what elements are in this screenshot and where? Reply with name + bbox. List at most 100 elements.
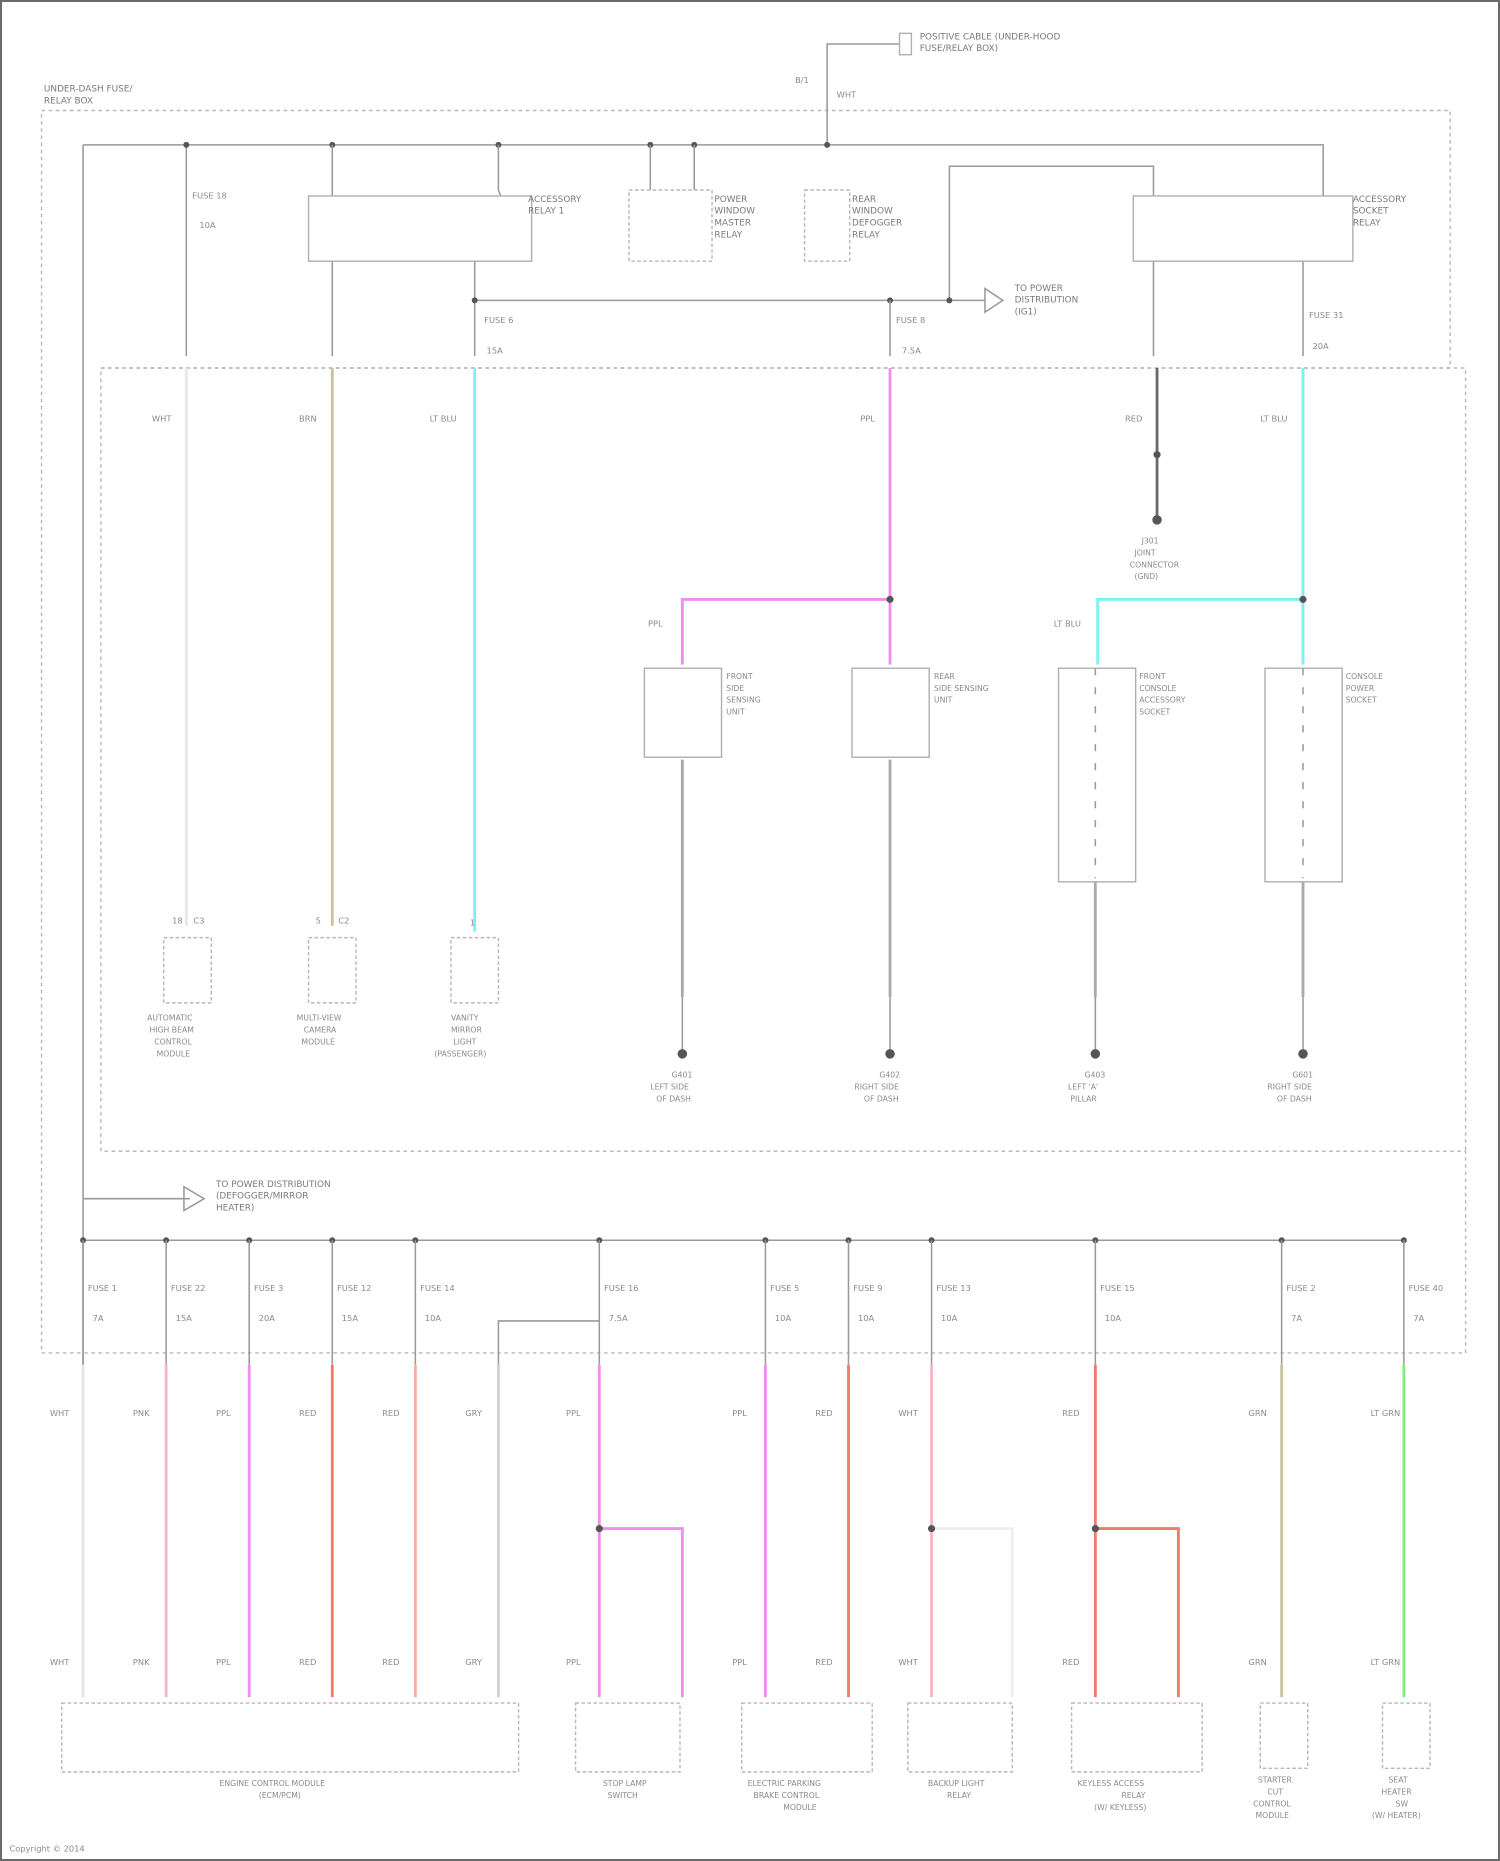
svg-text:OF DASH: OF DASH [864,1094,899,1103]
wire-color-label: RED [1062,1657,1079,1667]
fuse-label: FUSE 15 [1100,1283,1135,1293]
svg-text:AUTOMATIC: AUTOMATIC [147,1014,192,1023]
svg-text:ACCESSORY: ACCESSORY [1139,696,1185,705]
svg-text:POWER: POWER [1346,684,1375,693]
fuse-label: FUSE 16 [604,1283,639,1293]
svg-text:15A: 15A [487,346,504,356]
lower-component-ecm: ENGINE CONTROL MODULE (ECM/PCM) [60,1702,520,1800]
svg-text:LEFT SIDE: LEFT SIDE [650,1083,689,1092]
fuse-label: FUSE 12 [337,1283,372,1293]
lower-circuit: FUSE 2 7A GRN GRN [1248,1237,1316,1698]
svg-text:5: 5 [316,915,321,925]
lower-component-epb-module: ELECTRIC PARKING BRAKE CONTROL MODULE [740,1702,873,1812]
wire-color-label: RED [815,1408,832,1418]
upper-load-front-console-socket: FRONT CONSOLE ACCESSORY SOCKET [1057,667,1186,883]
svg-text:FUSE/RELAY BOX): FUSE/RELAY BOX) [920,44,998,54]
wire-color-label: PPL [216,1657,231,1667]
wire-color-label: GRY [465,1657,483,1667]
svg-text:LT BLU: LT BLU [1054,619,1081,629]
svg-text:SOCKET: SOCKET [1353,207,1389,217]
lower-circuit: FUSE 40 7A LT GRN LT GRN [1371,1237,1443,1698]
upper-load-front-side-sensing: FRONT SIDE SENSING UNIT [643,667,761,758]
fuse-box-outline [40,109,1467,1354]
svg-text:CAMERA: CAMERA [304,1026,337,1035]
svg-text:TO POWER: TO POWER [1014,284,1063,294]
wire-color-label: RED [1062,1408,1079,1418]
svg-text:G402: G402 [879,1071,900,1080]
lower-circuit: FUSE 9 10A RED RED [815,1237,883,1698]
svg-text:(DEFOGGER/MIRROR: (DEFOGGER/MIRROR [216,1192,308,1202]
wire-color-label: GRN [1248,1657,1266,1667]
fuse-rating: 10A [775,1313,792,1323]
svg-text:(W/ KEYLESS): (W/ KEYLESS) [1094,1803,1146,1812]
svg-text:SENSING: SENSING [726,696,760,705]
relay-3: REAR WINDOW DEFOGGER RELAY [803,141,902,262]
svg-text:JOINT: JOINT [1133,549,1155,558]
svg-text:RELAY BOX: RELAY BOX [44,96,93,106]
svg-text:RIGHT SIDE: RIGHT SIDE [854,1083,899,1092]
svg-text:REAR: REAR [852,195,876,205]
top-bus [83,144,1324,196]
wire-color-label: GRY [465,1408,483,1418]
svg-text:C3: C3 [193,915,204,925]
wire-color-label: RED [382,1408,399,1418]
svg-text:CONTROL: CONTROL [154,1037,192,1046]
svg-text:RELAY: RELAY [852,230,880,240]
svg-text:RELAY: RELAY [1121,1791,1145,1800]
svg-text:SOCKET: SOCKET [1346,696,1377,705]
svg-text:J301: J301 [1141,537,1159,546]
fuse-label: FUSE 3 [254,1283,283,1293]
svg-text:POSITIVE CABLE (UNDER-HOOD: POSITIVE CABLE (UNDER-HOOD [920,32,1061,42]
svg-text:WHT: WHT [837,89,857,99]
lower-component-backup-relay: BACKUP LIGHT RELAY [907,1702,1013,1800]
svg-text:MULTI-VIEW: MULTI-VIEW [297,1014,342,1023]
svg-text:FRONT: FRONT [726,672,753,681]
svg-text:WINDOW: WINDOW [852,207,893,217]
svg-text:(PASSENGER): (PASSENGER) [434,1049,486,1058]
svg-text:20A: 20A [1313,341,1330,351]
fuse-rating: 10A [1105,1313,1122,1323]
upper-load-camera: 5 C2 MULTI-VIEW CAMERA MODULE [297,915,357,1046]
fuse-rating: 7.5A [609,1313,628,1323]
ign-feed: TO POWER DISTRIBUTION (IG1) FUSE 6 15A FU… [471,284,1344,357]
svg-text:MODULE: MODULE [1256,1811,1290,1820]
relay-2: POWER WINDOW MASTER RELAY [628,141,755,262]
wire-color-label: RED [815,1657,832,1667]
fuse-rating: 7A [1291,1313,1302,1323]
ground-g403: G403 LEFT 'A' PILLAR [1068,1049,1105,1103]
svg-text:OF DASH: OF DASH [656,1094,691,1103]
wire-color-label: LT GRN [1371,1408,1401,1418]
svg-text:KEYLESS ACCESS: KEYLESS ACCESS [1078,1779,1145,1788]
svg-text:LEFT 'A': LEFT 'A' [1068,1083,1098,1092]
lower-circuit: FUSE 13 10A WHT WHT [898,1237,971,1698]
svg-text:POWER: POWER [714,195,747,205]
svg-text:B/1: B/1 [795,75,809,85]
lower-circuit: FUSE 3 20A PPL PPL [216,1237,283,1698]
svg-text:BRN: BRN [299,413,317,423]
ground-g601: G601 RIGHT SIDE OF DASH [1267,1049,1313,1103]
fuse-box-label: UNDER-DASH FUSE/ RELAY BOX [44,84,132,106]
splice-dot [595,1525,603,1533]
wire-color-label: PNK [133,1657,150,1667]
svg-text:CUT: CUT [1267,1787,1283,1796]
svg-text:ACCESSORY: ACCESSORY [528,195,582,205]
svg-text:(ECM/PCM): (ECM/PCM) [259,1791,301,1800]
svg-text:PPL: PPL [860,413,875,423]
svg-text:RELAY 1: RELAY 1 [528,207,564,217]
fuse-label: FUSE 5 [770,1283,799,1293]
svg-text:WHT: WHT [152,413,172,423]
svg-text:RELAY: RELAY [714,230,742,240]
svg-text:TO POWER DISTRIBUTION: TO POWER DISTRIBUTION [215,1180,331,1190]
lower-circuits: FUSE 1 7A WHT WHT FUSE 22 15A PNK PNK FUSE 3 20A P… [50,1237,1443,1698]
svg-text:STOP LAMP: STOP LAMP [603,1779,647,1788]
wire-color-label: GRN [1248,1408,1266,1418]
svg-text:CONTROL: CONTROL [1253,1799,1291,1808]
fuse-rating: 15A [342,1313,359,1323]
svg-text:PILLAR: PILLAR [1070,1094,1097,1103]
svg-text:G403: G403 [1085,1071,1106,1080]
svg-text:SW: SW [1396,1799,1409,1808]
ground-g402: G402 RIGHT SIDE OF DASH [854,1049,900,1103]
inner-region-outline [100,367,1467,1152]
wire-color-label: RED [299,1408,316,1418]
svg-text:SIDE: SIDE [726,684,744,693]
